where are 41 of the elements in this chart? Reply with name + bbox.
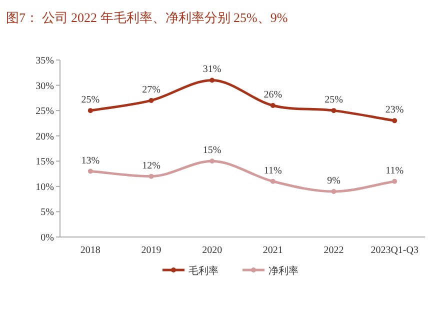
point bbox=[392, 178, 398, 184]
data-label: 25% bbox=[324, 94, 343, 106]
y-tick-label: 0% bbox=[40, 232, 54, 244]
x-tick-label: 2022 bbox=[324, 245, 344, 256]
point bbox=[331, 188, 336, 194]
x-tick-label: 2020 bbox=[202, 245, 222, 256]
data-label: 23% bbox=[385, 104, 404, 116]
point bbox=[210, 78, 215, 83]
x-tick-label: 2018 bbox=[80, 245, 100, 256]
point bbox=[210, 158, 215, 164]
x-tick-label: 2023Q1-Q3 bbox=[370, 245, 418, 256]
point bbox=[331, 108, 336, 114]
x-tick-label: 2021 bbox=[262, 245, 283, 256]
y-tick-label: 5% bbox=[40, 207, 54, 218]
data-label: 11% bbox=[264, 165, 282, 176]
data-label: 25% bbox=[81, 94, 100, 106]
y-tick-label: 30% bbox=[36, 80, 54, 92]
data-label: 13% bbox=[81, 155, 100, 166]
x-tick-label: 2019 bbox=[141, 245, 162, 256]
data-label: 12% bbox=[142, 160, 160, 172]
chart-title: 图7： 公司 2022 年毛利率、净利率分别 25%、9% bbox=[6, 10, 288, 25]
data-label: 9% bbox=[327, 175, 340, 186]
point bbox=[148, 174, 154, 179]
point bbox=[88, 108, 93, 114]
point bbox=[392, 118, 398, 124]
point bbox=[88, 168, 93, 174]
y-tick-label: 20% bbox=[36, 131, 54, 142]
y-tick-label: 15% bbox=[36, 156, 54, 168]
point bbox=[270, 103, 276, 108]
legend-label: 净利率 bbox=[268, 265, 298, 277]
data-label: 31% bbox=[202, 64, 222, 76]
data-label: 27% bbox=[142, 84, 160, 96]
data-label: 15% bbox=[202, 145, 222, 156]
data-label: 11% bbox=[386, 165, 404, 176]
y-tick-label: 10% bbox=[36, 182, 54, 193]
point bbox=[148, 98, 154, 103]
y-tick-label: 35% bbox=[36, 56, 54, 66]
y-tick-label: 25% bbox=[36, 106, 54, 118]
point bbox=[270, 178, 276, 184]
data-label: 26% bbox=[264, 90, 282, 101]
legend-label: 毛利率 bbox=[188, 265, 218, 277]
